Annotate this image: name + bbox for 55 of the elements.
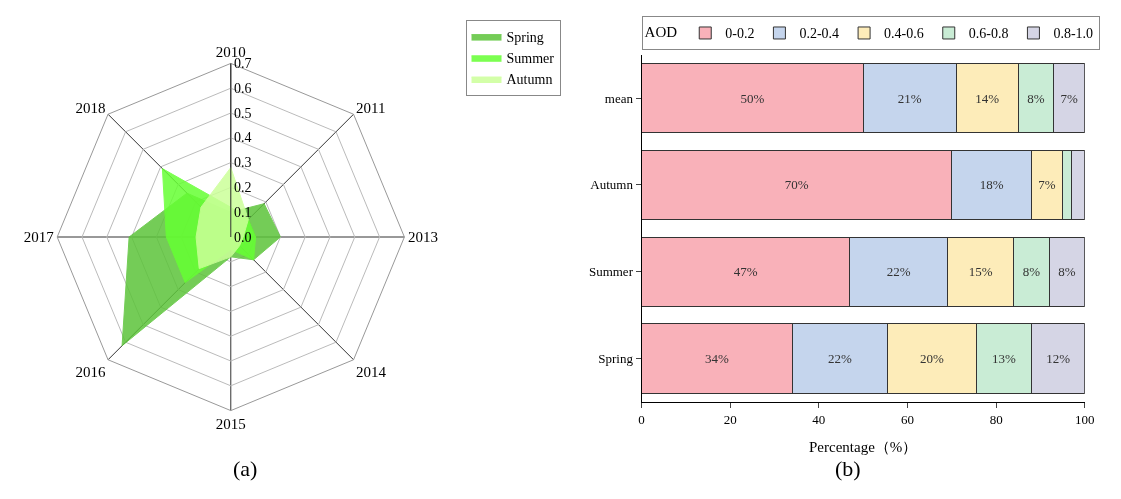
data-label: 13% (991, 351, 1016, 367)
y-tick-label: 0.0 (234, 229, 252, 245)
data-label: 7% (1060, 90, 1079, 106)
data-label: 12% (1046, 351, 1071, 367)
spoke-label: 2017 (23, 229, 55, 246)
y-tick-label: Summer (588, 264, 634, 280)
legend-label: 0.2-0.4 (799, 26, 840, 42)
data-label: 8% (1027, 90, 1045, 106)
y-tick-label: 0.3 (234, 155, 252, 171)
spoke-label: 2014 (356, 363, 387, 380)
y-tick-label: 0.6 (234, 80, 252, 96)
data-label: 34% (704, 351, 729, 367)
x-tick-label: 80 (989, 411, 1003, 427)
spoke-label: 2015 (215, 416, 246, 433)
legend-label: 0-0.2 (725, 26, 755, 42)
spoke-label: 2018 (75, 100, 106, 117)
data-label: 15% (968, 264, 993, 280)
data-label: 18% (979, 177, 1004, 193)
data-label: 20% (919, 351, 944, 367)
legend-label: Autumn (506, 72, 553, 88)
data-label: 8% (1022, 264, 1041, 280)
y-tick-label: 0.2 (234, 179, 252, 195)
data-label: 8% (1058, 264, 1076, 280)
x-tick-label: 20 (723, 411, 737, 427)
data-label: 70% (784, 177, 809, 193)
data-label: 21% (897, 90, 922, 106)
data-label: 50% (740, 90, 765, 106)
legend-label: 0.4-0.6 (884, 26, 924, 42)
y-tick-label: mean (604, 90, 634, 106)
y-tick-label: 0.1 (234, 204, 252, 220)
legend-title: AOD (644, 23, 678, 40)
data-label: 14% (975, 90, 1000, 106)
spoke-label: 2016 (75, 363, 107, 380)
x-tick-label: 60 (901, 411, 915, 427)
spoke-label: 2010 (215, 43, 246, 60)
data-label: 47% (733, 264, 758, 280)
y-tick-label: Autumn (590, 177, 634, 193)
legend-label: Summer (506, 51, 555, 67)
spoke-label: 2013 (407, 229, 438, 246)
data-label: 22% (886, 264, 911, 280)
legend-label: 0.8-1.0 (1053, 26, 1094, 42)
data-label: 7% (1038, 177, 1056, 193)
legend-label: 0.6-0.8 (968, 26, 1009, 42)
data-label: 22% (827, 351, 852, 367)
text: (a) (233, 456, 258, 481)
y-tick-label: 0.5 (234, 105, 252, 121)
y-tick-label: Spring (598, 351, 634, 367)
x-axis-title: Percentage（%） (809, 438, 918, 455)
x-tick-label: 40 (812, 411, 826, 427)
spoke-label: 2011 (356, 100, 386, 117)
x-tick-label: 0 (638, 411, 645, 427)
y-tick-label: 0.4 (234, 130, 252, 146)
legend-label: Spring (506, 30, 544, 46)
text: (b) (835, 456, 861, 481)
x-tick-label: 100 (1075, 411, 1095, 427)
